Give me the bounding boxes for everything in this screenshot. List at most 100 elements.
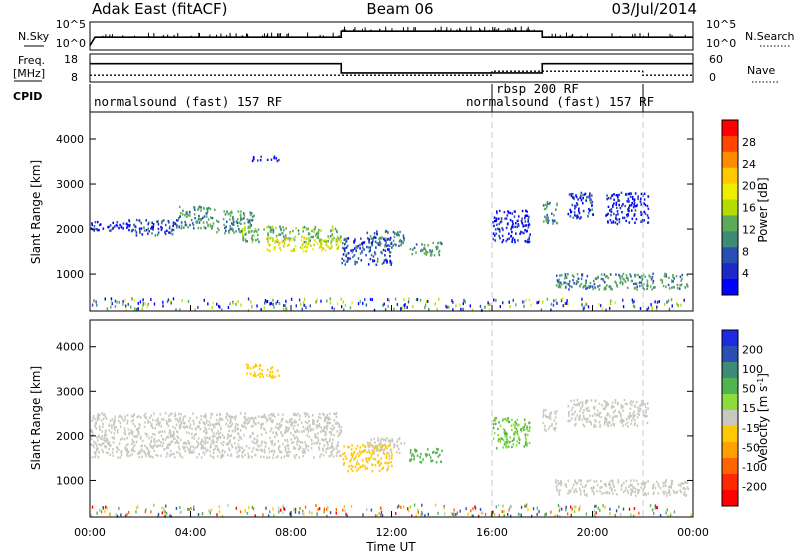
velocity-echo-cell: [385, 445, 387, 448]
power-echo-cell: [432, 241, 435, 245]
velocity-echo-cell: [179, 418, 181, 422]
velocity-echo-cell: [656, 506, 658, 510]
velocity-echo-cell: [194, 446, 197, 450]
power-echo-cell: [412, 305, 414, 309]
velocity-echo-cell: [317, 419, 319, 422]
power-echo-cell: [114, 305, 117, 309]
power-echo-cell: [384, 254, 386, 257]
velocity-echo-cell: [652, 491, 655, 494]
power-echo-cell: [573, 211, 576, 214]
power-echo-cell: [138, 219, 141, 222]
velocity-echo-cell: [516, 430, 519, 433]
power-echo-cell: [607, 197, 610, 200]
velocity-echo-cell: [324, 433, 326, 437]
power-echo-cell: [314, 234, 317, 237]
velocity-colorbar-tick-label: 100: [742, 363, 763, 376]
power-echo-cell: [217, 220, 220, 224]
velocity-echo-cell: [521, 426, 524, 429]
velocity-echo-cell: [520, 430, 523, 433]
power-echo-cell: [132, 228, 134, 232]
velocity-echo-cell: [179, 423, 181, 426]
velocity-echo-cell: [253, 417, 255, 420]
power-echo-cell: [587, 305, 590, 309]
power-echo-cell: [627, 197, 630, 200]
power-echo-cell: [283, 243, 285, 246]
power-echo-cell: [345, 240, 348, 243]
velocity-echo-cell: [604, 420, 606, 424]
velocity-echo-cell: [123, 427, 126, 430]
power-echo-cell: [184, 214, 186, 217]
power-echo-cell: [526, 240, 529, 244]
velocity-echo-cell: [293, 454, 296, 458]
velocity-echo-cell: [239, 429, 242, 432]
velocity-echo-cell: [214, 447, 216, 450]
velocity-echo-cell: [598, 412, 600, 415]
velocity-echo-cell: [113, 420, 115, 424]
velocity-echo-cell: [585, 512, 588, 516]
velocity-echo-cell: [169, 419, 172, 422]
velocity-echo-cell: [199, 442, 202, 446]
velocity-echo-cell: [123, 437, 126, 441]
velocity-echo-cell: [544, 414, 547, 418]
velocity-echo-cell: [360, 450, 363, 454]
velocity-echo-cell: [554, 426, 557, 430]
velocity-echo-cell: [622, 419, 625, 423]
velocity-echo-cell: [187, 448, 190, 451]
velocity-echo-cell: [278, 445, 280, 449]
velocity-echo-cell: [293, 436, 296, 439]
velocity-echo-cell: [134, 435, 137, 438]
power-echo-cell: [314, 225, 317, 229]
velocity-echo-cell: [258, 367, 261, 371]
velocity-echo-cell: [438, 453, 441, 457]
velocity-echo-cell: [596, 409, 599, 412]
power-echo-cell: [579, 196, 582, 200]
power-echo-cell: [571, 274, 574, 277]
velocity-echo-cell: [308, 510, 311, 514]
power-echo-cell: [530, 303, 532, 307]
velocity-echo-cell: [523, 445, 526, 448]
velocity-echo-cell: [308, 435, 311, 439]
velocity-echo-cell: [598, 421, 601, 424]
velocity-echo-cell: [230, 420, 232, 423]
power-echo-cell: [427, 299, 429, 303]
power-echo-cell: [666, 300, 668, 304]
velocity-echo-cell: [167, 443, 169, 447]
power-echo-cell: [150, 226, 153, 229]
velocity-echo-cell: [253, 371, 256, 375]
velocity-echo-cell: [221, 418, 224, 421]
velocity-echo-cell: [121, 437, 124, 440]
power-echo-cell: [138, 227, 141, 230]
power-echo-cell: [258, 240, 260, 244]
velocity-echo-cell: [571, 417, 573, 420]
power-echo-cell: [615, 216, 617, 220]
velocity-echo-cell: [560, 507, 563, 511]
power-colorbar-segment: [722, 183, 738, 201]
velocity-echo-cell: [204, 447, 207, 450]
velocity-echo-cell: [268, 374, 271, 378]
velocity-echo-cell: [168, 414, 170, 418]
velocity-echo-cell: [453, 513, 455, 517]
power-echo-cell: [357, 302, 360, 306]
power-echo-cell: [506, 222, 509, 226]
velocity-echo-cell: [665, 511, 667, 515]
velocity-echo-cell: [309, 426, 311, 429]
velocity-echo-cell: [434, 503, 437, 507]
velocity-echo-cell: [286, 426, 289, 430]
velocity-echo-cell: [132, 430, 134, 434]
power-echo-cell: [202, 221, 205, 224]
velocity-echo-cell: [382, 466, 385, 470]
velocity-echo-cell: [666, 508, 668, 512]
power-echo-cell: [626, 286, 629, 290]
velocity-echo-cell: [459, 509, 461, 513]
velocity-echo-cell: [193, 505, 195, 509]
velocity-echo-cell: [271, 443, 273, 446]
velocity-echo-cell: [288, 426, 290, 430]
velocity-echo-cell: [124, 418, 127, 421]
velocity-echo-cell: [628, 416, 631, 419]
velocity-echo-cell: [206, 431, 208, 434]
power-echo-cell: [155, 220, 158, 223]
power-echo-cell: [415, 298, 418, 302]
power-echo-cell: [633, 305, 636, 309]
velocity-echo-cell: [160, 454, 162, 457]
velocity-echo-cell: [344, 509, 346, 513]
